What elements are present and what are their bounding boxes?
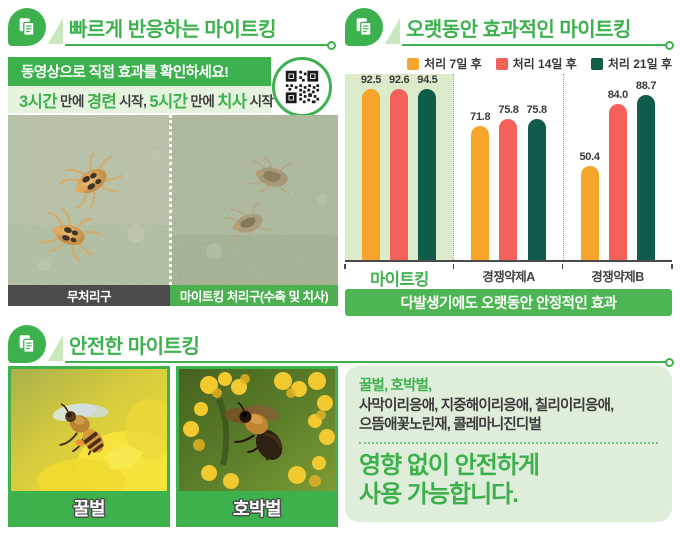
photo-captions: 무처리구 마이트킹 처리구(수축 및 치사) [8, 285, 338, 306]
safe-statement-line-2: 사용 가능합니다. [359, 480, 519, 508]
bar-value-label: 92.6 [389, 74, 410, 86]
section-fast-title: 빠르게 반응하는 마이트킹 [69, 19, 277, 41]
bar-value-label: 71.8 [470, 111, 491, 124]
bumblebee-image [179, 369, 335, 491]
wedge-decoration [385, 18, 400, 44]
section-safe-title: 안전한 마이트킹 [69, 336, 200, 358]
bar-value-label: 88.7 [635, 80, 657, 93]
bar-value-label: 92.5 [360, 74, 382, 86]
safe-statement-line-1: 영향 없이 안전하게 [359, 451, 540, 479]
bar [390, 89, 409, 260]
section-effect-header: 오랫동안 효과적인 마이트킹 [345, 8, 674, 50]
honeybee-image [11, 369, 167, 491]
effect-5h: 5시간 [149, 92, 188, 111]
bar-group: 71.8 75.8 75.8 [453, 74, 562, 260]
effect-time-strip: 3시간 만에 경련 시작, 5시간 만에 치사 시작 [8, 86, 274, 113]
species-line-2: 으뜸애꽃노린재, 콜레마니진디벌 [359, 417, 542, 434]
caption-treated: 마이트킹 처리구(수축 및 치사) [170, 285, 338, 306]
bar-value-label: 94.5 [417, 74, 438, 86]
bar-group: 92.5 92.6 94.5 [345, 74, 454, 260]
legend-item: 처리 21일 후 [590, 55, 672, 72]
document-icon [8, 8, 46, 46]
photo-divider [169, 115, 172, 285]
honeybee-caption: 꿀벌 [11, 491, 167, 524]
axis-tick [561, 264, 564, 269]
category-label: 마이트킹 [370, 271, 429, 289]
bar-wrap: 75.8 [498, 74, 519, 260]
bar [527, 119, 546, 260]
header-rule [402, 41, 674, 50]
wedge-decoration [48, 335, 63, 361]
bar [471, 126, 490, 260]
species-bees: 꿀벌, 호박벌, [359, 378, 432, 394]
axis-tick [344, 264, 346, 269]
legend-item: 처리 14일 후 [495, 55, 577, 72]
category-label: 경쟁약제A [482, 270, 535, 284]
section-safe-header: 안전한 마이트킹 [8, 325, 674, 367]
header-rule [65, 358, 674, 367]
bar-value-label: 75.8 [526, 104, 548, 117]
bumblebee-card: 호박벌 [176, 366, 338, 527]
effect-lethal: 치사 [217, 92, 247, 111]
chart-legend: 처리 7일 후 처리 14일 후 처리 21일 후 [345, 55, 672, 72]
bar-wrap: 84.0 [608, 74, 628, 260]
legend-swatch [495, 57, 508, 70]
video-banner-text: 동영상으로 직접 효과를 확인하세요! [8, 57, 271, 86]
bar [418, 89, 437, 260]
caption-untreated: 무처리구 [8, 285, 170, 306]
effect-3h: 3시간 [19, 92, 58, 111]
treated-mites-photo [172, 115, 338, 285]
dotted-divider [359, 441, 658, 444]
bar-wrap: 94.5 [417, 74, 438, 260]
bar [499, 119, 518, 260]
section-fast-header: 빠르게 반응하는 마이트킹 [8, 8, 336, 50]
rule-end-ring [665, 358, 674, 367]
bumblebee-caption: 호박벌 [179, 491, 335, 524]
bar-wrap: 71.8 [470, 74, 491, 260]
header-rule [65, 41, 336, 50]
bar [637, 95, 656, 260]
bar [361, 89, 380, 260]
honeybee-card: 꿀벌 [8, 366, 170, 527]
chart-x-axis [344, 260, 673, 269]
axis-tick [452, 264, 455, 269]
bar-wrap: 88.7 [636, 74, 656, 260]
bar-value-label: 75.8 [498, 104, 519, 117]
bar [608, 103, 627, 260]
wedge-decoration [48, 18, 63, 44]
document-icon [8, 325, 46, 363]
bar-wrap: 75.8 [527, 74, 547, 260]
bar [580, 166, 599, 260]
chart-banner: 다발생기에도 오랫동안 안정적인 효과 [345, 289, 672, 316]
legend-item: 처리 7일 후 [407, 55, 482, 72]
document-icon [345, 8, 383, 46]
safety-text-box: 꿀벌, 호박벌, 사막이리응애, 지중해이리응애, 칠리이리응애, 으뜸애꽃노린… [345, 366, 672, 522]
effect-convulsion: 경련 [86, 92, 117, 111]
bar-group: 50.4 84.0 88.7 [562, 74, 672, 260]
untreated-mites-photo [8, 115, 172, 285]
video-callout: 동영상으로 직접 효과를 확인하세요! 3시간 만에 경련 시작, 5시간 만에… [8, 57, 274, 113]
bar-wrap: 92.5 [361, 74, 381, 260]
bar-value-label: 50.4 [579, 151, 600, 164]
bar-value-label: 84.0 [607, 88, 629, 101]
mite-photo-row [8, 115, 338, 285]
chart-plot: 92.5 92.6 94.5 71.8 75.8 75.8 50.4 84.0 88.7 [345, 74, 672, 260]
bar-wrap: 92.6 [389, 74, 410, 260]
rule-end-ring [327, 41, 336, 50]
axis-tick [671, 264, 673, 269]
category-label: 경쟁약제B [591, 270, 644, 284]
legend-swatch [590, 57, 603, 70]
chart-category-labels: 마이트킹 경쟁약제A 경쟁약제B [345, 266, 672, 290]
qr-code-icon [272, 57, 332, 117]
bar-wrap: 50.4 [579, 74, 600, 260]
section-effect-title: 오랫동안 효과적인 마이트킹 [406, 19, 631, 41]
legend-swatch [407, 57, 420, 70]
rule-end-ring [665, 41, 674, 50]
species-line-1: 사막이리응애, 지중해이리응애, 칠리이리응애, [359, 397, 614, 414]
